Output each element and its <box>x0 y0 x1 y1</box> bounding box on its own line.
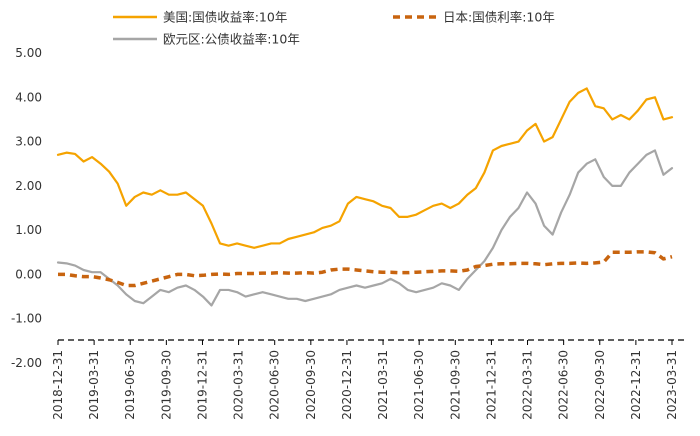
legend-label-1: 日本:国债利率:10年 <box>443 10 555 25</box>
x-tick-label: 2022-12-31 <box>629 350 643 420</box>
x-tick-label: 2022-09-30 <box>593 350 607 420</box>
x-tick-label: 2019-09-30 <box>159 350 173 420</box>
x-tick-label: 2020-09-30 <box>304 350 318 420</box>
y-tick-label: 1.00 <box>15 223 42 237</box>
y-tick-label: 0.00 <box>15 267 42 281</box>
x-tick-label: 2020-03-31 <box>232 350 246 420</box>
x-tick-label: 2019-03-31 <box>87 350 101 420</box>
x-tick-label: 2019-06-30 <box>123 350 137 420</box>
y-tick-label: 5.00 <box>15 46 42 60</box>
series-line-1 <box>58 250 673 288</box>
plot-area <box>56 87 674 307</box>
x-tick-label: 2020-12-31 <box>340 350 354 420</box>
x-tick-label: 2022-03-31 <box>521 350 535 420</box>
y-tick-label: 2.00 <box>15 179 42 193</box>
y-tick-label: -1.00 <box>11 312 42 326</box>
series-line-0 <box>56 87 674 249</box>
series-line-2 <box>56 149 674 307</box>
legend-label-0: 美国:国债收益率:10年 <box>163 10 287 25</box>
x-tick-label: 2021-09-30 <box>448 350 462 420</box>
x-tick-label: 2018-12-31 <box>51 350 65 420</box>
x-axis: 2018-12-31 2019-03-31 2019-06-30 2019-09-30… <box>51 340 679 420</box>
y-axis: 5.00 4.00 3.00 2.00 1.00 0.00 -1.00 -2.00 <box>11 46 42 370</box>
x-tick-label: 2023-03-31 <box>665 350 679 420</box>
x-tick-label: 2020-06-30 <box>268 350 282 420</box>
x-tick-label: 2019-12-31 <box>195 350 209 420</box>
x-tick-label: 2021-12-31 <box>484 350 498 420</box>
x-tick-label: 2021-06-30 <box>412 350 426 420</box>
x-tick-label: 2022-06-30 <box>557 350 571 420</box>
y-tick-label: -2.00 <box>11 356 42 370</box>
legend-label-2: 欧元区:公债收益率:10年 <box>163 32 300 47</box>
y-tick-label: 3.00 <box>15 135 42 149</box>
x-tick-label: 2021-03-31 <box>376 350 390 420</box>
y-tick-label: 4.00 <box>15 90 42 104</box>
